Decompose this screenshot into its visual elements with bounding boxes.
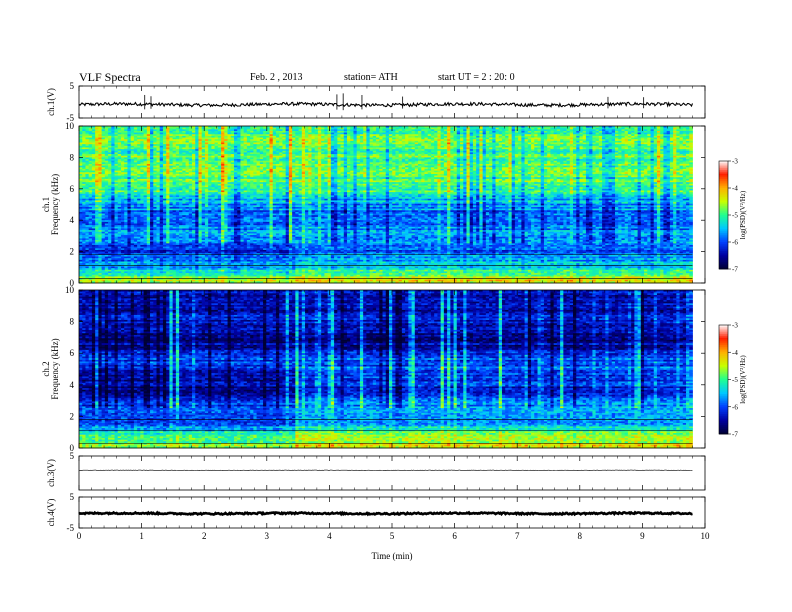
ch2_spectrogram-heatmap: [79, 290, 693, 448]
x-tick-label: 5: [390, 531, 395, 541]
ch4_waveform-ylabel: ch.4(V): [46, 499, 56, 527]
colorbar-tick-label: -4: [732, 349, 738, 357]
ch1_spectrogram-ylabel: Frequency (kHz): [50, 174, 60, 235]
colorbar-tick-label: -7: [732, 431, 738, 439]
colorbar-tick-label: -4: [732, 185, 738, 193]
x-tick-label: 6: [452, 531, 457, 541]
y-tick-label: 8: [70, 317, 75, 327]
ch1_spectrogram-heatmap: [79, 126, 693, 283]
x-tick-label: 2: [202, 531, 207, 541]
x-tick-label: 3: [265, 531, 270, 541]
ch2_spectrogram-ylabel: Frequency (kHz): [50, 338, 60, 399]
x-tick-label: 7: [515, 531, 520, 541]
ch1_waveform-trace: [79, 102, 693, 107]
y-tick-label: 6: [70, 184, 75, 194]
colorbar-tick-label: -7: [732, 266, 738, 274]
y-tick-label: 5: [70, 492, 75, 502]
x-tick-label: 8: [578, 531, 583, 541]
x-tick-label: 0: [77, 531, 82, 541]
ch1_spectrogram-colorbar: -3 -4 -5 -6 -7 log(PSD)(V²/Hz): [719, 158, 747, 274]
ch4_waveform-frame: 0 1 2 3 4 5 6 7 8 9 10: [77, 497, 710, 541]
x-tick-label: 9: [640, 531, 645, 541]
ch3_waveform-ylabel: ch.3(V): [46, 459, 56, 487]
y-tick-label: 6: [70, 348, 75, 358]
ch4_waveform-trace: [79, 512, 693, 514]
ch3_waveform-frame: [79, 456, 705, 490]
ch1_waveform-frame: [79, 86, 705, 118]
ch1_waveform-ylabel: ch.1(V): [46, 88, 56, 116]
ch3_waveform-border: [79, 456, 705, 490]
ch2_spectrogram-zlabel: log(PSD)(V²/Hz): [739, 355, 747, 404]
y-tick-label: 2: [70, 247, 75, 257]
x-tick-label: 4: [327, 531, 332, 541]
ch3_waveform-trace: [79, 470, 693, 471]
y-tick-label: 4: [70, 215, 75, 225]
y-tick-label: -5: [67, 523, 75, 533]
y-tick-label: 2: [70, 411, 75, 421]
colorbar-tick-label: -3: [732, 322, 738, 330]
colorbar-tick-label: -5: [732, 212, 738, 220]
colorbar-tick-label: -3: [732, 158, 738, 166]
y-tick-label: 10: [65, 285, 75, 295]
x-tick-label: 1: [139, 531, 144, 541]
colorbar-tick-label: -6: [732, 403, 738, 411]
x-axis-label: Time (min): [372, 551, 413, 561]
y-tick-label: 8: [70, 152, 75, 162]
ch1_waveform-yaxis: 5-5: [67, 81, 706, 123]
y-tick-label: 4: [70, 380, 75, 390]
colorbar-tick-label: -5: [732, 376, 738, 384]
y-tick-label: 10: [65, 121, 75, 131]
y-tick-label: 5: [70, 451, 75, 461]
y-tick-label: 5: [70, 81, 75, 91]
ch1_spectrogram-zlabel: log(PSD)(V²/Hz): [739, 190, 747, 239]
colorbar-tick-label: -6: [732, 239, 738, 247]
x-tick-label: 10: [701, 531, 711, 541]
ch2_spectrogram-colorbar: -3 -4 -5 -6 -7 log(PSD)(V²/Hz): [719, 322, 747, 439]
